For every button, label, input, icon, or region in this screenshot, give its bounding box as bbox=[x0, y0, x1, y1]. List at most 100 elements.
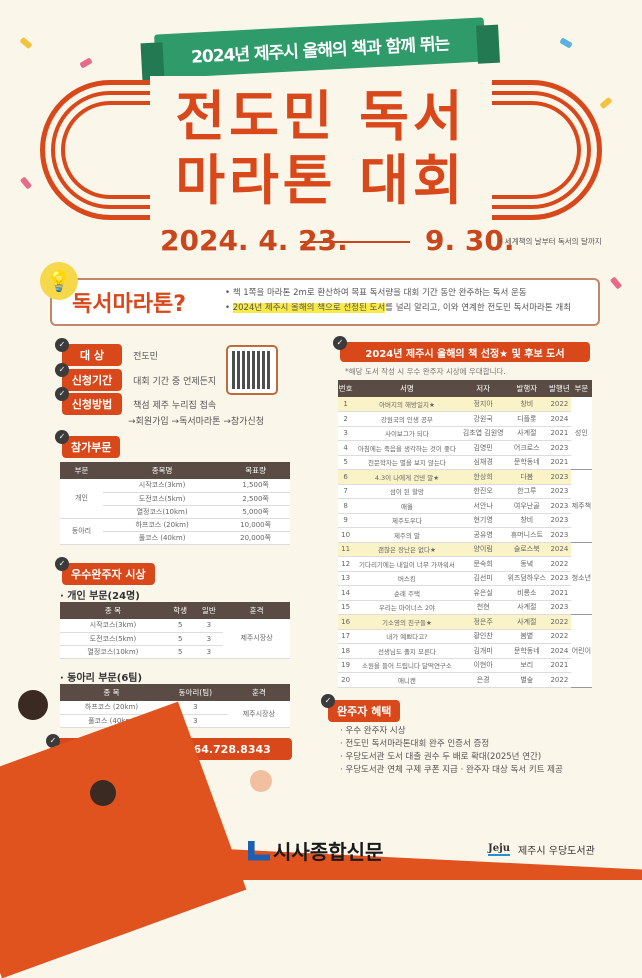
period-value: 대회 기간 중 언제든지 bbox=[133, 377, 217, 387]
runner-illustration bbox=[18, 690, 48, 720]
book-row: 7 섬이 된 할망 한진오 한그루 2023 bbox=[338, 484, 592, 499]
check-icon: ✓ bbox=[55, 338, 69, 352]
book-row: 9 제주도우다 현기영 창비 2023 bbox=[338, 513, 592, 528]
intro-box bbox=[50, 278, 600, 326]
book-title: 사이보그가 되다 bbox=[353, 426, 461, 441]
table-header-row: 부문 종목명 목표량 bbox=[60, 462, 290, 479]
library-logo: Jeju 제주시 우당도서관 bbox=[488, 842, 595, 857]
press-logo-text: 시사종합신문 bbox=[273, 840, 384, 864]
book-number: 12 bbox=[338, 556, 354, 572]
book-section: 제주책 bbox=[570, 469, 592, 543]
book-publisher: 비룡소 bbox=[505, 585, 549, 601]
intro-bullet: • 2024년 제주시 올해의 책으로 선정된 도서를 널리 알리고, 이와 연… bbox=[225, 303, 572, 313]
table-cell: 열정코스(10km) bbox=[60, 645, 166, 659]
apply-method: ✓ 신청방법 책섬 제주 누리집 접속 bbox=[55, 387, 216, 415]
book-row: 18 선생님도 졸지 모른다 김개미 문학동네 2024 bbox=[338, 643, 592, 659]
book-author: 양이림 bbox=[460, 542, 506, 557]
target-value: 전도민 bbox=[133, 352, 158, 362]
book-row: 13 버스킹 김선미 위즈덤하우스 2023 bbox=[338, 571, 592, 586]
book-number: 2 bbox=[338, 411, 354, 427]
book-title: 아침에는 죽음을 생각하는 것이 좋다 bbox=[353, 440, 461, 456]
book-author: 천현 bbox=[460, 600, 506, 615]
table-cell: 하프코스 (20km) bbox=[102, 518, 222, 532]
column-header: 발행자 bbox=[505, 380, 549, 397]
book-author: 김개미 bbox=[460, 643, 506, 659]
book-title: 강원국의 인생 공부 bbox=[353, 411, 461, 427]
book-author: 정지아 bbox=[460, 397, 506, 412]
column-header: 동아리(팀) bbox=[162, 684, 228, 701]
book-year: 2023 bbox=[548, 600, 571, 615]
book-year: 2021 bbox=[548, 658, 571, 673]
books-title: 2024년 제주시 올해의 책 선정★ 및 후보 도서 bbox=[365, 348, 565, 360]
book-title: 제주도우다 bbox=[353, 513, 461, 528]
table-header-row: 종 목 학생 일반 훈격 bbox=[60, 602, 290, 619]
runner-illustration bbox=[250, 770, 272, 792]
table-row: 열정코스(10km) 5 3 bbox=[60, 645, 290, 659]
book-publisher: 슬로스북 bbox=[505, 542, 549, 557]
book-publisher: 사계절 bbox=[505, 614, 549, 630]
period-label: 신청기간 bbox=[71, 374, 113, 387]
column-header: 목표량 bbox=[221, 462, 290, 479]
book-publisher: 디플롯 bbox=[505, 411, 549, 427]
book-title: 우리는 마이너스 2야 bbox=[353, 600, 461, 615]
date-start: 2024. 4. 23. bbox=[160, 224, 348, 257]
book-publisher: 별숲 bbox=[505, 672, 549, 688]
book-year: 2024 bbox=[548, 542, 571, 557]
book-publisher: 문학동네 bbox=[505, 643, 549, 659]
table-cell: 풀코스 (40km) bbox=[102, 531, 222, 545]
check-icon: ✓ bbox=[55, 430, 69, 444]
book-publisher: 창비 bbox=[505, 513, 549, 528]
column-header: 번호 bbox=[338, 380, 354, 397]
book-row: 17 내가 예쁘다고? 황인찬 봄볕 2022 bbox=[338, 629, 592, 644]
club-award-title: · 동아리 부문(6팀) bbox=[60, 673, 143, 684]
book-row: 11 괜찮은 장난은 없다★ 양이림 슬로스북 2024 청소년 bbox=[338, 542, 592, 615]
jeju-logo: Jeju bbox=[488, 843, 510, 856]
book-row: 16 기소영의 친구들★ 정은주 사계절 2022 어린이 bbox=[338, 614, 592, 688]
date-divider bbox=[300, 241, 410, 243]
column-header: 발행년 bbox=[548, 380, 571, 397]
intro-bullet-text: 를 널리 알리고, 이와 연계한 전도민 독서마라톤 개최 bbox=[385, 303, 572, 313]
categories-title: 참가부문 bbox=[71, 441, 112, 454]
book-publisher: 봄볕 bbox=[505, 629, 549, 644]
table-cell: 시작코스(3km) bbox=[60, 619, 166, 633]
club-award-table: 종 목 동아리(팀) 훈격 하프코스 (20km) 3 제주시장상 풀코스 (40km) 3 bbox=[60, 684, 290, 728]
book-row: 3 사이보그가 되다 김초엽 김원영 사계절 2021 bbox=[338, 426, 592, 441]
book-publisher: 문학동네 bbox=[505, 455, 549, 470]
library-name: 제주시 우당도서관 bbox=[517, 846, 595, 857]
table-cell: 열정코스(10km) bbox=[102, 505, 222, 519]
check-icon: ✓ bbox=[55, 387, 69, 401]
table-cell: 도전코스(5km) bbox=[102, 492, 222, 506]
check-icon: ✓ bbox=[321, 694, 335, 708]
title-line1: 전도민 독서 bbox=[175, 85, 467, 148]
book-author: 이현아 bbox=[460, 658, 506, 673]
book-year: 2023 bbox=[548, 571, 571, 586]
qr-code[interactable] bbox=[226, 345, 278, 395]
categories-table: 부문 종목명 목표량 개인 시작코스(3km) 1,500쪽 도전코스(5km) 2,500쪽… bbox=[60, 462, 290, 545]
table-row: 시작코스(3km) 5 3 제주시장상 bbox=[60, 619, 290, 659]
book-number: 3 bbox=[338, 426, 354, 441]
title-line2: 마라톤 대회 bbox=[175, 149, 467, 212]
confetti bbox=[19, 36, 33, 50]
book-author: 한상희 bbox=[460, 469, 506, 485]
book-number: 13 bbox=[338, 571, 354, 586]
lightbulb-icon: 💡 bbox=[40, 262, 78, 300]
book-publisher: 여우난골 bbox=[505, 498, 549, 514]
book-row: 15 우리는 마이너스 2야 천현 사계절 2023 bbox=[338, 600, 592, 615]
target-label: 대 상 bbox=[79, 349, 105, 362]
prize-cell: 제주시장상 bbox=[227, 701, 290, 728]
benefit-item: · 우당도서관 도서 대출 권수 두 배로 확대(2025년 연간) bbox=[340, 752, 542, 762]
table-header-row: 종 목 동아리(팀) 훈격 bbox=[60, 684, 290, 701]
book-author: 은경 bbox=[460, 672, 506, 688]
book-publisher: 사계절 bbox=[505, 426, 549, 441]
book-section: 성인 bbox=[570, 397, 592, 470]
book-year: 2024 bbox=[548, 643, 571, 659]
book-title: 순례 주택 bbox=[353, 585, 461, 601]
book-row: 12 기다리기에는 내일이 너무 가까워서 문숙희 동녘 2022 bbox=[338, 556, 592, 572]
book-author: 김초엽 김원영 bbox=[460, 426, 506, 441]
table-cell: 5 bbox=[165, 619, 195, 633]
benefit-item: · 전도민 독서마라톤대회 완주 인증서 증정 bbox=[340, 739, 490, 749]
book-year: 2022 bbox=[548, 672, 571, 688]
categories-heading: ✓ 참가부문 bbox=[55, 430, 121, 458]
book-number: 5 bbox=[338, 455, 354, 470]
awards-title: 우수완주자 시상 bbox=[71, 568, 146, 581]
